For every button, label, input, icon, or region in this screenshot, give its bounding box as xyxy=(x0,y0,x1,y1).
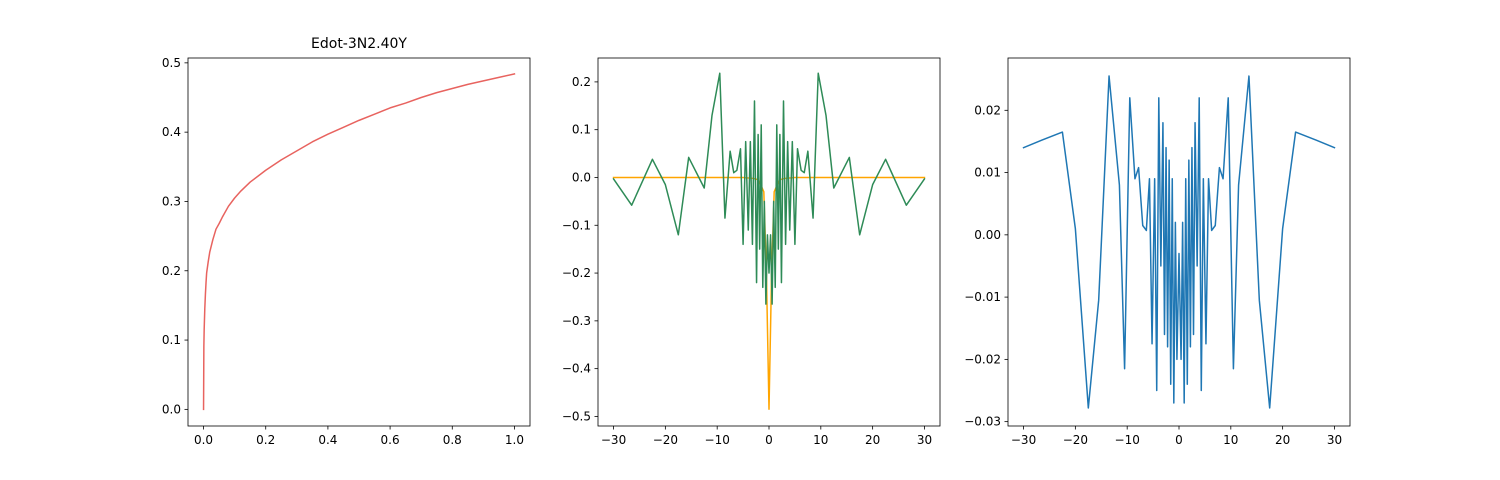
x-tick-label: 1.0 xyxy=(505,433,524,447)
x-tick-label: 20 xyxy=(865,433,880,447)
x-tick-label: 0.4 xyxy=(318,433,337,447)
y-tick-label: 0.0 xyxy=(572,170,591,184)
y-tick-label: −0.3 xyxy=(562,314,591,328)
x-tick-label: 0.6 xyxy=(381,433,400,447)
x-tick-label: 0.0 xyxy=(194,433,213,447)
subplot-left: 0.0 0.2 0.4 0.6 0.8 1.0 0.0 0.1 0.2 0.3 0.4 0.5 Edot… xyxy=(162,36,531,447)
subplot-right: −30 −20 −10 0 10 20 30 −0.03 −0.02 −0.01 0.00 0.01 0… xyxy=(964,57,1351,447)
y-tick-label: 0.2 xyxy=(162,264,181,278)
y-tick-label: −0.01 xyxy=(964,290,1001,304)
x-tick-label: 10 xyxy=(1223,433,1238,447)
x-tick-label: −30 xyxy=(601,433,626,447)
x-tick-label: 0 xyxy=(765,433,773,447)
y-tick-label: −0.03 xyxy=(964,415,1001,429)
y-tick-label: 0.3 xyxy=(162,194,181,208)
series-line-1 xyxy=(612,72,926,305)
series-line-0 xyxy=(1022,75,1336,409)
x-tick-label: −10 xyxy=(705,433,730,447)
series-line-0 xyxy=(612,176,926,411)
y-tick-label: 0.4 xyxy=(162,125,181,139)
series-line-0 xyxy=(202,73,516,411)
x-tick-label: −10 xyxy=(1115,433,1140,447)
x-tick-label: 10 xyxy=(813,433,828,447)
y-tick-label: −0.2 xyxy=(562,266,591,280)
x-tick-label: 0.2 xyxy=(256,433,275,447)
x-tick-label: −20 xyxy=(653,433,678,447)
y-tick-label: 0.2 xyxy=(572,75,591,89)
y-tick-label: 0.0 xyxy=(162,402,181,416)
x-tick-label: −20 xyxy=(1063,433,1088,447)
x-tick-label: 0 xyxy=(1175,433,1183,447)
y-tick-label: 0.01 xyxy=(974,166,1001,180)
x-tick-label: 30 xyxy=(1327,433,1342,447)
y-tick-label: 0.1 xyxy=(162,333,181,347)
subplot-middle: −30 −20 −10 0 10 20 30 −0.5 −0.4 −0.3 −0.2 −0.1 0.0 0… xyxy=(562,57,941,447)
chart-title: Edot-3N2.40Y xyxy=(311,36,407,52)
axes-frame xyxy=(187,57,531,427)
y-tick-label: 0.5 xyxy=(162,56,181,70)
x-tick-label: 20 xyxy=(1275,433,1290,447)
y-tick-label: −0.1 xyxy=(562,218,591,232)
x-tick-label: −30 xyxy=(1011,433,1036,447)
x-tick-label: 30 xyxy=(917,433,932,447)
y-tick-label: 0.1 xyxy=(572,123,591,137)
y-tick-label: 0.02 xyxy=(974,103,1001,117)
axes-frame xyxy=(1007,57,1351,427)
y-tick-label: −0.4 xyxy=(562,362,591,376)
y-tick-label: −0.5 xyxy=(562,409,591,423)
x-tick-label: 0.8 xyxy=(443,433,462,447)
y-tick-label: −0.02 xyxy=(964,352,1001,366)
y-tick-label: 0.00 xyxy=(974,228,1001,242)
